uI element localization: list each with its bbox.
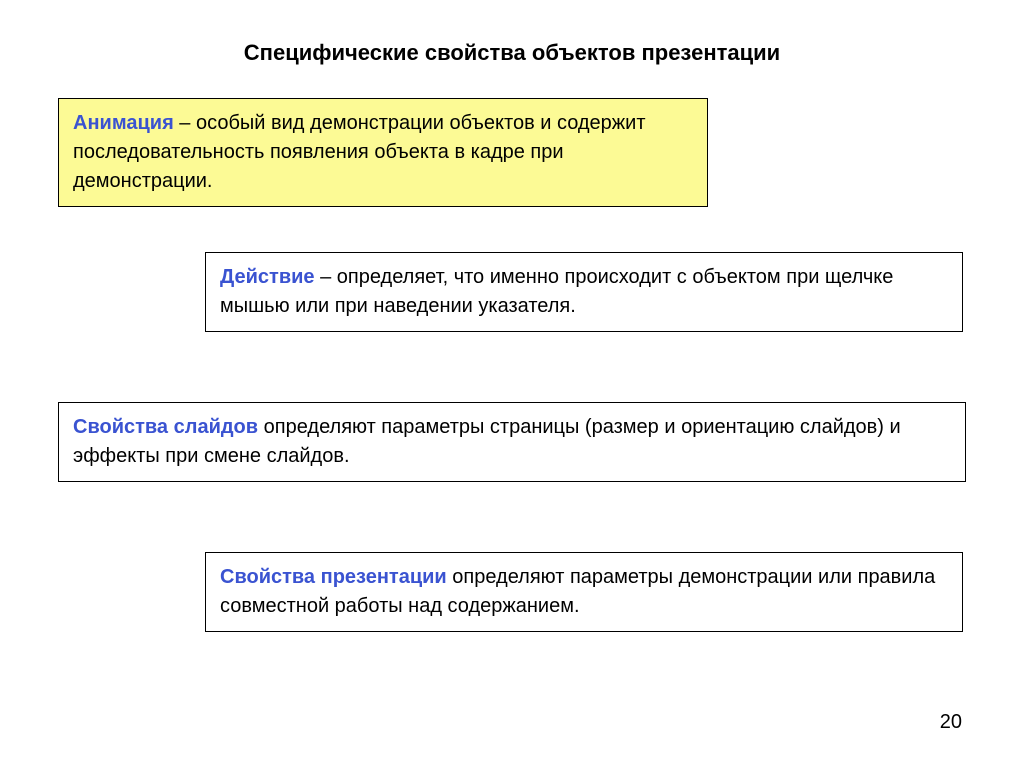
term-animation: Анимация [73,112,174,134]
page-number: 20 [940,711,962,734]
term-presentation-properties: Свойства презентации [220,566,447,588]
definition-box-presentation-properties: Свойства презентации определяют параметр… [205,552,963,632]
slide-title: Специфические свойства объектов презента… [0,40,1024,66]
text-action: – определяет, что именно происходит с об… [220,266,893,317]
definition-box-action: Действие – определяет, что именно происх… [205,252,963,332]
term-action: Действие [220,266,315,288]
definition-box-animation: Анимация – особый вид демонстрации объек… [58,98,708,207]
term-slide-properties: Свойства слайдов [73,416,258,438]
definition-box-slide-properties: Свойства слайдов определяют параметры ст… [58,402,966,482]
